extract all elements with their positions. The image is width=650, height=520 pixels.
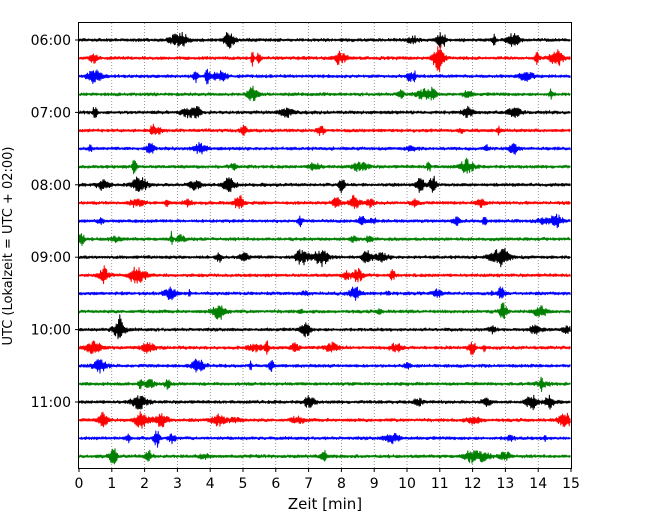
seismogram-trace [78,44,571,73]
x-tick-label: 13 [496,476,514,492]
trace-layer [78,31,571,465]
y-tick-label: 07:00 [31,105,71,121]
seismogram-trace [78,247,571,268]
x-tick-label: 14 [529,476,547,492]
seismogram-trace [78,265,571,285]
x-axis-label: Zeit [min] [288,495,362,513]
seismogram-trace [78,230,571,246]
seismogram-trace [78,31,571,49]
x-tick-label: 15 [562,476,580,492]
seismogram-trace [78,340,571,356]
x-tick-label: 0 [75,476,84,492]
x-tick-label: 6 [271,476,280,492]
y-axis-label: UTC (Lokalzeit = UTC + 02:00) [1,147,16,346]
x-tick-label: 2 [140,476,149,492]
grid-layer [111,23,539,468]
x-tick-label: 10 [398,476,416,492]
seismogram-trace [78,394,571,411]
x-tick-label: 3 [173,476,182,492]
x-tick-label: 4 [206,476,215,492]
seismogram-trace [78,448,571,465]
x-tick-label: 1 [107,476,116,492]
y-tick-label: 08:00 [31,178,71,194]
seismogram-trace [78,430,571,448]
x-tick-label: 9 [370,476,379,492]
seismogram-trace [78,358,571,374]
y-tick-label: 06:00 [31,33,71,49]
seismogram-trace [78,411,571,429]
plot-frame [78,22,572,469]
seismogram-trace [78,105,571,119]
seismogram-trace [78,85,571,102]
seismogram-trace [78,376,571,393]
y-tick-label: 09:00 [31,250,71,266]
y-tick-label: 11:00 [31,395,71,411]
seismogram-trace [78,141,571,155]
seismogram-trace [78,213,571,229]
seismogram-trace [78,123,571,137]
x-tick-label: 11 [431,476,449,492]
x-tick-label: 5 [239,476,248,492]
axis-layer: 0 1 2 3 4 5 6 7 8 9 10 11 12 13 14 1506:0007:0008:0009:… [31,33,580,492]
seismogram-trace [78,286,571,301]
y-tick-label: 10:00 [31,323,71,339]
seismogram-trace [78,157,571,175]
seismogram-trace [78,194,571,209]
x-tick-label: 12 [464,476,482,492]
seismogram-trace [78,175,571,194]
x-tick-label: 8 [337,476,346,492]
x-tick-label: 7 [304,476,313,492]
seismogram-trace [78,314,571,340]
seismogram-trace [78,302,571,320]
seismogram-trace [78,68,571,85]
